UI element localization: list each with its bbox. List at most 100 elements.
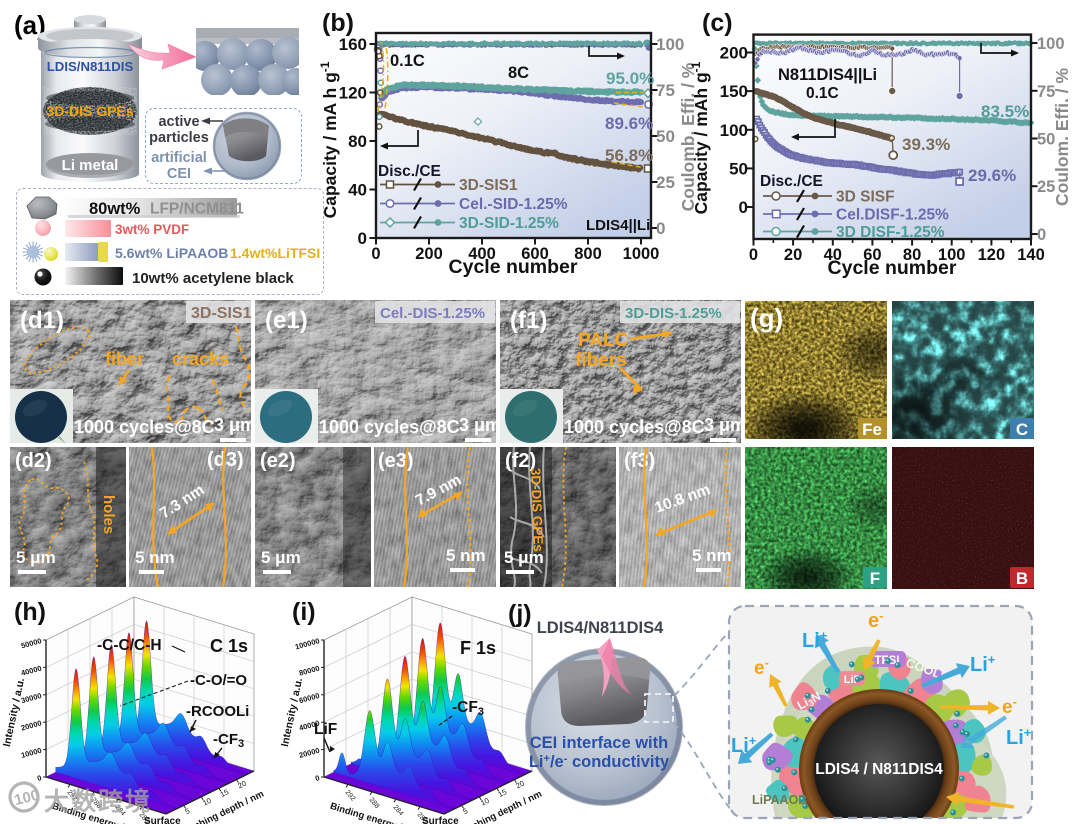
- svg-text:0.1C: 0.1C: [806, 85, 839, 102]
- svg-text:25: 25: [1037, 178, 1055, 196]
- svg-text:89.6%: 89.6%: [605, 114, 653, 133]
- svg-text:1000 cycles@8C: 1000 cycles@8C: [564, 417, 705, 437]
- svg-text:100: 100: [656, 35, 684, 54]
- svg-text:20: 20: [784, 246, 802, 264]
- svg-text:5 μm: 5 μm: [504, 548, 544, 567]
- svg-text:75: 75: [1037, 83, 1055, 101]
- svg-text:Coulom. Effi. / %: Coulom. Effi. / %: [1052, 68, 1072, 206]
- svg-text:400: 400: [468, 245, 496, 263]
- svg-text:LiF: LiF: [314, 721, 337, 738]
- svg-text:200: 200: [415, 245, 443, 263]
- svg-text:Surface: Surface: [422, 816, 459, 824]
- svg-text:100: 100: [1037, 35, 1065, 53]
- svg-text:Cel.DISF-1.25%: Cel.DISF-1.25%: [836, 207, 949, 224]
- svg-text:100: 100: [13, 787, 41, 810]
- svg-text:5 nm: 5 nm: [692, 546, 732, 565]
- svg-text:Intensity / a.u.: Intensity / a.u.: [1, 677, 27, 748]
- svg-text:LDIS/N811DIS: LDIS/N811DIS: [47, 59, 134, 74]
- svg-text:LiPAAOB: LiPAAOB: [752, 793, 807, 807]
- svg-text:(f1): (f1): [510, 307, 547, 334]
- svg-text:100: 100: [720, 121, 748, 140]
- svg-text:Cycle number: Cycle number: [828, 257, 957, 279]
- svg-text:25: 25: [656, 173, 675, 192]
- svg-text:Capacity / mAh g-1: Capacity / mAh g-1: [689, 61, 711, 214]
- svg-text:F: F: [870, 569, 880, 588]
- svg-text:50: 50: [1037, 131, 1055, 149]
- svg-text:(h): (h): [14, 598, 46, 626]
- svg-text:0: 0: [656, 219, 665, 238]
- svg-text:5: 5: [184, 806, 192, 816]
- svg-text:140: 140: [1017, 246, 1045, 264]
- svg-text:Li+/e- conductivity: Li+/e- conductivity: [529, 753, 670, 771]
- svg-text:120: 120: [978, 246, 1006, 264]
- svg-text:(c): (c): [702, 9, 733, 37]
- svg-text:F 1s: F 1s: [460, 638, 496, 658]
- svg-text:60: 60: [863, 246, 881, 264]
- svg-text:288: 288: [367, 797, 380, 811]
- svg-text:Intensity / a.u.: Intensity / a.u.: [279, 677, 305, 748]
- svg-text:10000: 10000: [20, 746, 42, 760]
- svg-text:10: 10: [479, 796, 490, 808]
- svg-text:B: B: [1016, 569, 1028, 588]
- svg-text:20: 20: [514, 779, 525, 791]
- svg-text:Surface: Surface: [144, 816, 181, 824]
- svg-text:0: 0: [36, 773, 42, 783]
- svg-text:-C-C/C-H: -C-C/C-H: [97, 637, 162, 654]
- svg-text:Cel.-DIS-1.25%: Cel.-DIS-1.25%: [380, 305, 485, 322]
- svg-text:-C-O/=O: -C-O/=O: [190, 672, 247, 689]
- svg-text:5.6wt% LiPAAOB: 5.6wt% LiPAAOB: [115, 245, 228, 261]
- svg-text:Li metal: Li metal: [62, 157, 119, 174]
- svg-text:3 μm: 3 μm: [704, 415, 746, 435]
- svg-text:3 μm: 3 μm: [459, 415, 501, 435]
- svg-text:1.4wt%LiTFSI: 1.4wt%LiTFSI: [230, 245, 320, 261]
- svg-text:75: 75: [656, 81, 675, 100]
- svg-text:3D-SID-1.25%: 3D-SID-1.25%: [459, 215, 559, 232]
- svg-text:(e1): (e1): [265, 307, 308, 334]
- svg-text:3D-DIS-1.25%: 3D-DIS-1.25%: [625, 305, 722, 322]
- svg-text:particles: particles: [149, 130, 209, 146]
- svg-text:N811DIS4||Li: N811DIS4||Li: [778, 66, 877, 84]
- svg-text:(d3): (d3): [207, 449, 244, 471]
- svg-text:LDIS4/N811DIS4: LDIS4/N811DIS4: [537, 619, 664, 637]
- svg-text:50000: 50000: [20, 636, 42, 650]
- svg-text:83.5%: 83.5%: [981, 102, 1029, 121]
- svg-text:1000: 1000: [623, 245, 660, 263]
- svg-text:56.8%: 56.8%: [605, 146, 653, 165]
- svg-text:10.8 nm: 10.8 nm: [653, 481, 713, 517]
- svg-text:15: 15: [497, 787, 508, 799]
- svg-text:0: 0: [739, 198, 748, 217]
- svg-text:3D-SIS1: 3D-SIS1: [191, 305, 252, 322]
- svg-text:PALC: PALC: [578, 330, 629, 351]
- svg-text:(g): (g): [750, 303, 783, 333]
- svg-text:-CF3: -CF3: [213, 731, 244, 750]
- svg-text:CEI interface with: CEI interface with: [530, 734, 668, 752]
- svg-text:80: 80: [903, 246, 921, 264]
- svg-text:LFP/NCM811: LFP/NCM811: [150, 201, 244, 218]
- svg-text:(e3): (e3): [378, 450, 414, 472]
- svg-text:800: 800: [574, 245, 602, 263]
- svg-text:50: 50: [656, 127, 675, 146]
- svg-text:292: 292: [343, 789, 356, 803]
- svg-text:20: 20: [236, 779, 247, 791]
- svg-text:C 1s: C 1s: [210, 636, 248, 656]
- svg-text:200: 200: [720, 44, 748, 63]
- svg-text:Disc./CE: Disc./CE: [378, 163, 441, 180]
- svg-text:0: 0: [749, 246, 758, 264]
- svg-text:40: 40: [824, 246, 842, 264]
- svg-text:3D DISF-1.25%: 3D DISF-1.25%: [836, 224, 945, 241]
- svg-text:80: 80: [348, 132, 367, 151]
- svg-text:LDIS4 / N811DIS4: LDIS4 / N811DIS4: [815, 761, 943, 778]
- svg-text:Cycle number: Cycle number: [449, 256, 578, 278]
- svg-text:150: 150: [720, 82, 748, 101]
- svg-text:(e2): (e2): [260, 450, 296, 472]
- svg-text:3 μm: 3 μm: [214, 415, 256, 435]
- svg-text:(j): (j): [508, 600, 532, 628]
- svg-text:10wt% acetylene black: 10wt% acetylene black: [132, 270, 294, 287]
- svg-text:7.3 nm: 7.3 nm: [157, 481, 207, 522]
- svg-text:artificial: artificial: [151, 150, 207, 166]
- svg-text:5 μm: 5 μm: [16, 548, 56, 567]
- svg-text:CEI: CEI: [167, 166, 191, 182]
- svg-text:1000 cycles@8C: 1000 cycles@8C: [74, 417, 215, 437]
- svg-text:0: 0: [314, 773, 320, 783]
- svg-text:Cel.-SID-1.25%: Cel.-SID-1.25%: [459, 196, 568, 213]
